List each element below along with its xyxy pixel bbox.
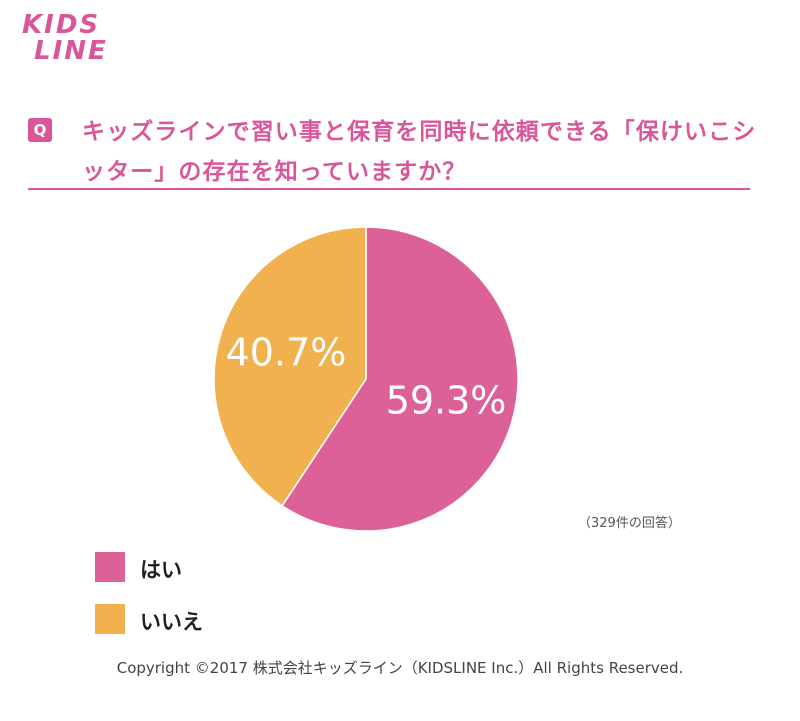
copyright: Copyright ©2017 株式会社キッズライン（KIDSLINE Inc.… xyxy=(116,659,684,677)
title-rule xyxy=(28,188,750,190)
data-label: 40.7% xyxy=(226,330,347,374)
legend-swatch xyxy=(95,604,125,634)
pie-slice xyxy=(281,226,519,532)
logo-line: KIDS xyxy=(22,10,101,40)
logo: KIDS LINE xyxy=(22,12,108,64)
chart-title: キッズラインで習い事と保育を同時に依頼できる「保けいこシッター」の存在を知ってい… xyxy=(82,119,757,185)
legend-label: いいえ xyxy=(140,610,203,634)
q-badge: Q xyxy=(28,118,52,142)
note: （329件の回答） xyxy=(578,516,681,531)
data-label: 59.3% xyxy=(386,379,507,423)
legend-swatch xyxy=(95,552,125,582)
logo-line: LINE xyxy=(34,36,108,66)
pie-slice xyxy=(213,226,367,507)
legend-label: はい xyxy=(140,558,182,582)
